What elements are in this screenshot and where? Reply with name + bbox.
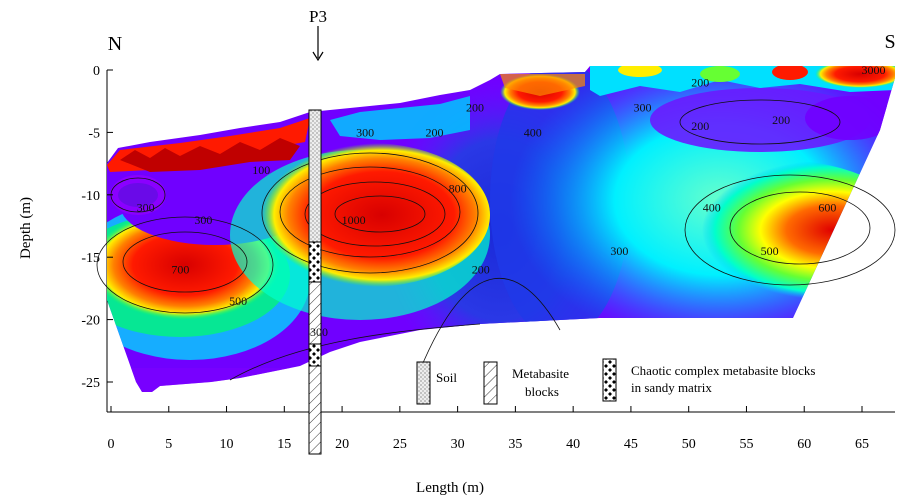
borehole-arrow-head	[312, 51, 324, 62]
contour-label: 300	[194, 213, 212, 227]
borehole-p3: P3	[308, 7, 327, 455]
legend: Soil Metabasite blocks Chaotic complex m…	[416, 358, 815, 405]
borehole-chaotic-segment-2	[308, 343, 322, 367]
borehole-metabasite-segment-2	[308, 365, 322, 455]
x-tick-label: 0	[108, 437, 115, 452]
contour-label: 200	[772, 113, 790, 127]
legend-chaotic-label-2: in sandy matrix	[631, 380, 712, 395]
contour-label: 300	[356, 125, 374, 139]
x-tick-label: 35	[508, 437, 522, 452]
legend-soil-swatch	[416, 361, 431, 405]
y-tick-label: -5	[88, 126, 100, 141]
x-tick-label: 50	[682, 437, 696, 452]
borehole-label: P3	[309, 7, 327, 26]
y-tick-label: -15	[81, 251, 100, 266]
contour-label: 400	[524, 125, 542, 139]
direction-label-south: S	[884, 31, 895, 53]
x-tick-label: 55	[739, 437, 753, 452]
y-tick-label: -20	[81, 314, 100, 329]
y-tick-label: -25	[81, 376, 100, 391]
x-axis-label: Length (m)	[416, 480, 484, 496]
legend-chaotic-label-1: Chaotic complex metabasite blocks	[631, 363, 815, 378]
contour-label: 800	[449, 182, 467, 196]
x-tick-label: 45	[624, 437, 638, 452]
x-ticks: 0 5 10 15 20 25 30 35 40 45 50 55 60 65	[108, 406, 869, 452]
x-tick-label: 60	[797, 437, 811, 452]
contour-lines	[96, 99, 896, 381]
contour-label: 300	[137, 200, 155, 214]
direction-label-north: N	[108, 33, 122, 55]
contour-label: 1000	[342, 213, 366, 227]
contour-label: 200	[426, 125, 444, 139]
y-tick-label: -10	[81, 189, 100, 204]
x-tick-label: 10	[220, 437, 234, 452]
legend-metabasite-label-1: Metabasite	[512, 366, 569, 381]
y-ticks: 0 -5 -10 -15 -20 -25	[81, 64, 113, 391]
x-tick-label: 65	[855, 437, 869, 452]
contour-label: 500	[761, 244, 779, 258]
contour-label: 700	[171, 263, 189, 277]
borehole-soil-segment	[308, 109, 322, 243]
y-axis-label: Depth (m)	[18, 197, 34, 259]
contour-label: 400	[703, 200, 721, 214]
legend-metabasite-label-2: blocks	[525, 384, 559, 399]
x-tick-label: 15	[277, 437, 291, 452]
contour-label: 600	[818, 200, 836, 214]
contour-label: 300	[310, 325, 328, 339]
contour-label: 3000	[862, 63, 886, 77]
borehole-chaotic-segment-1	[308, 241, 322, 283]
contour-label: 200	[691, 119, 709, 133]
y-tick-label: 0	[93, 64, 100, 79]
x-tick-label: 40	[566, 437, 580, 452]
legend-soil-label: Soil	[436, 370, 457, 385]
contour-label: 200	[691, 75, 709, 89]
contour-labels: 200 300 200 400 200 3000 300 200 200 100 800 300 300…	[137, 63, 886, 339]
legend-metabasite-swatch	[483, 361, 498, 405]
contour-label: 300	[610, 244, 628, 258]
x-tick-label: 30	[451, 437, 465, 452]
contour-label: 300	[633, 100, 651, 114]
contour-label: 200	[472, 263, 490, 277]
contour-label: 200	[466, 100, 484, 114]
x-tick-label: 5	[165, 437, 172, 452]
contour-label: 100	[252, 163, 270, 177]
legend-chaotic-swatch	[602, 358, 617, 402]
contour-label: 500	[229, 294, 247, 308]
x-tick-label: 25	[393, 437, 407, 452]
resistivity-section	[107, 66, 895, 392]
x-tick-label: 20	[335, 437, 349, 452]
